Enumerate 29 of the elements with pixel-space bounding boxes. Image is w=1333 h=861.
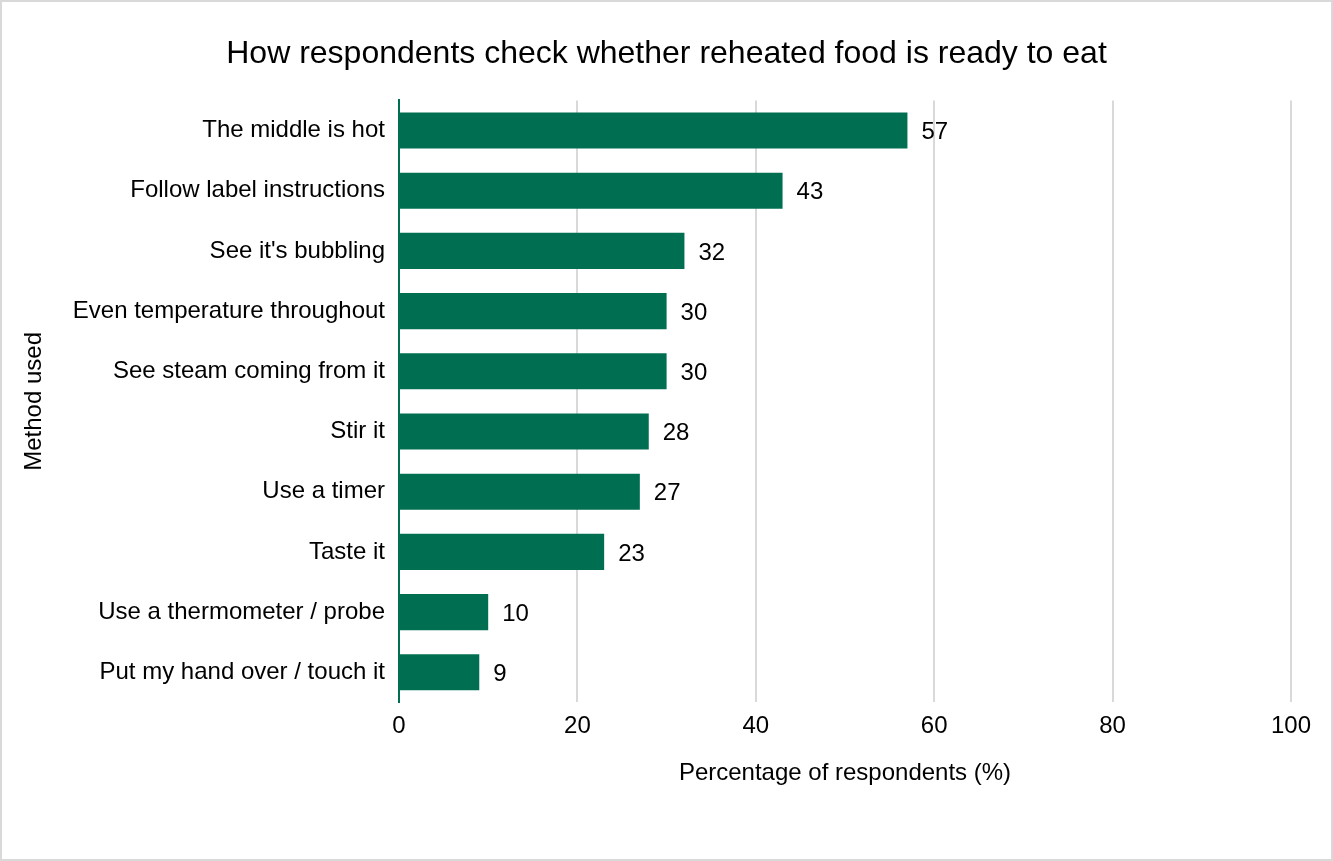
x-tick-label: 60 xyxy=(920,711,948,739)
y-tick-label: Use a thermometer / probe xyxy=(98,596,385,624)
x-tick-label: 40 xyxy=(742,711,770,739)
y-tick-label: Stir it xyxy=(330,416,386,444)
data-label: 27 xyxy=(653,478,681,506)
x-tick-label: 0 xyxy=(392,711,406,739)
y-tick-label: Put my hand over / touch it xyxy=(99,656,386,684)
y-tick-label: See steam coming from it xyxy=(112,355,386,383)
data-label: 9 xyxy=(493,658,507,686)
data-label: 57 xyxy=(921,117,949,145)
y-tick-label: Even temperature throughout xyxy=(72,295,386,323)
data-label: 43 xyxy=(796,177,824,205)
y-tick-label: See it's bubbling xyxy=(209,235,385,263)
y-axis-title: Method used xyxy=(19,332,47,471)
chart-title: How respondents check whether reheated food is ready to eat xyxy=(225,33,1108,72)
y-tick-label: Follow label instructions xyxy=(130,175,385,203)
x-tick-label: 20 xyxy=(564,711,591,739)
data-label: 23 xyxy=(618,538,645,566)
data-label: 30 xyxy=(680,297,708,325)
data-label: 32 xyxy=(698,237,726,265)
x-tick-label: 80 xyxy=(1099,711,1126,739)
x-tick-label: 100 xyxy=(1270,711,1312,739)
data-label: 30 xyxy=(680,357,708,385)
data-label: 10 xyxy=(502,598,529,626)
y-tick-label: Use a timer xyxy=(262,476,385,504)
data-label: 28 xyxy=(662,418,690,446)
x-axis-title: Percentage of respondents (%) xyxy=(678,758,1012,786)
y-tick-label: The middle is hot xyxy=(202,115,386,143)
y-tick-label: Taste it xyxy=(308,536,386,564)
